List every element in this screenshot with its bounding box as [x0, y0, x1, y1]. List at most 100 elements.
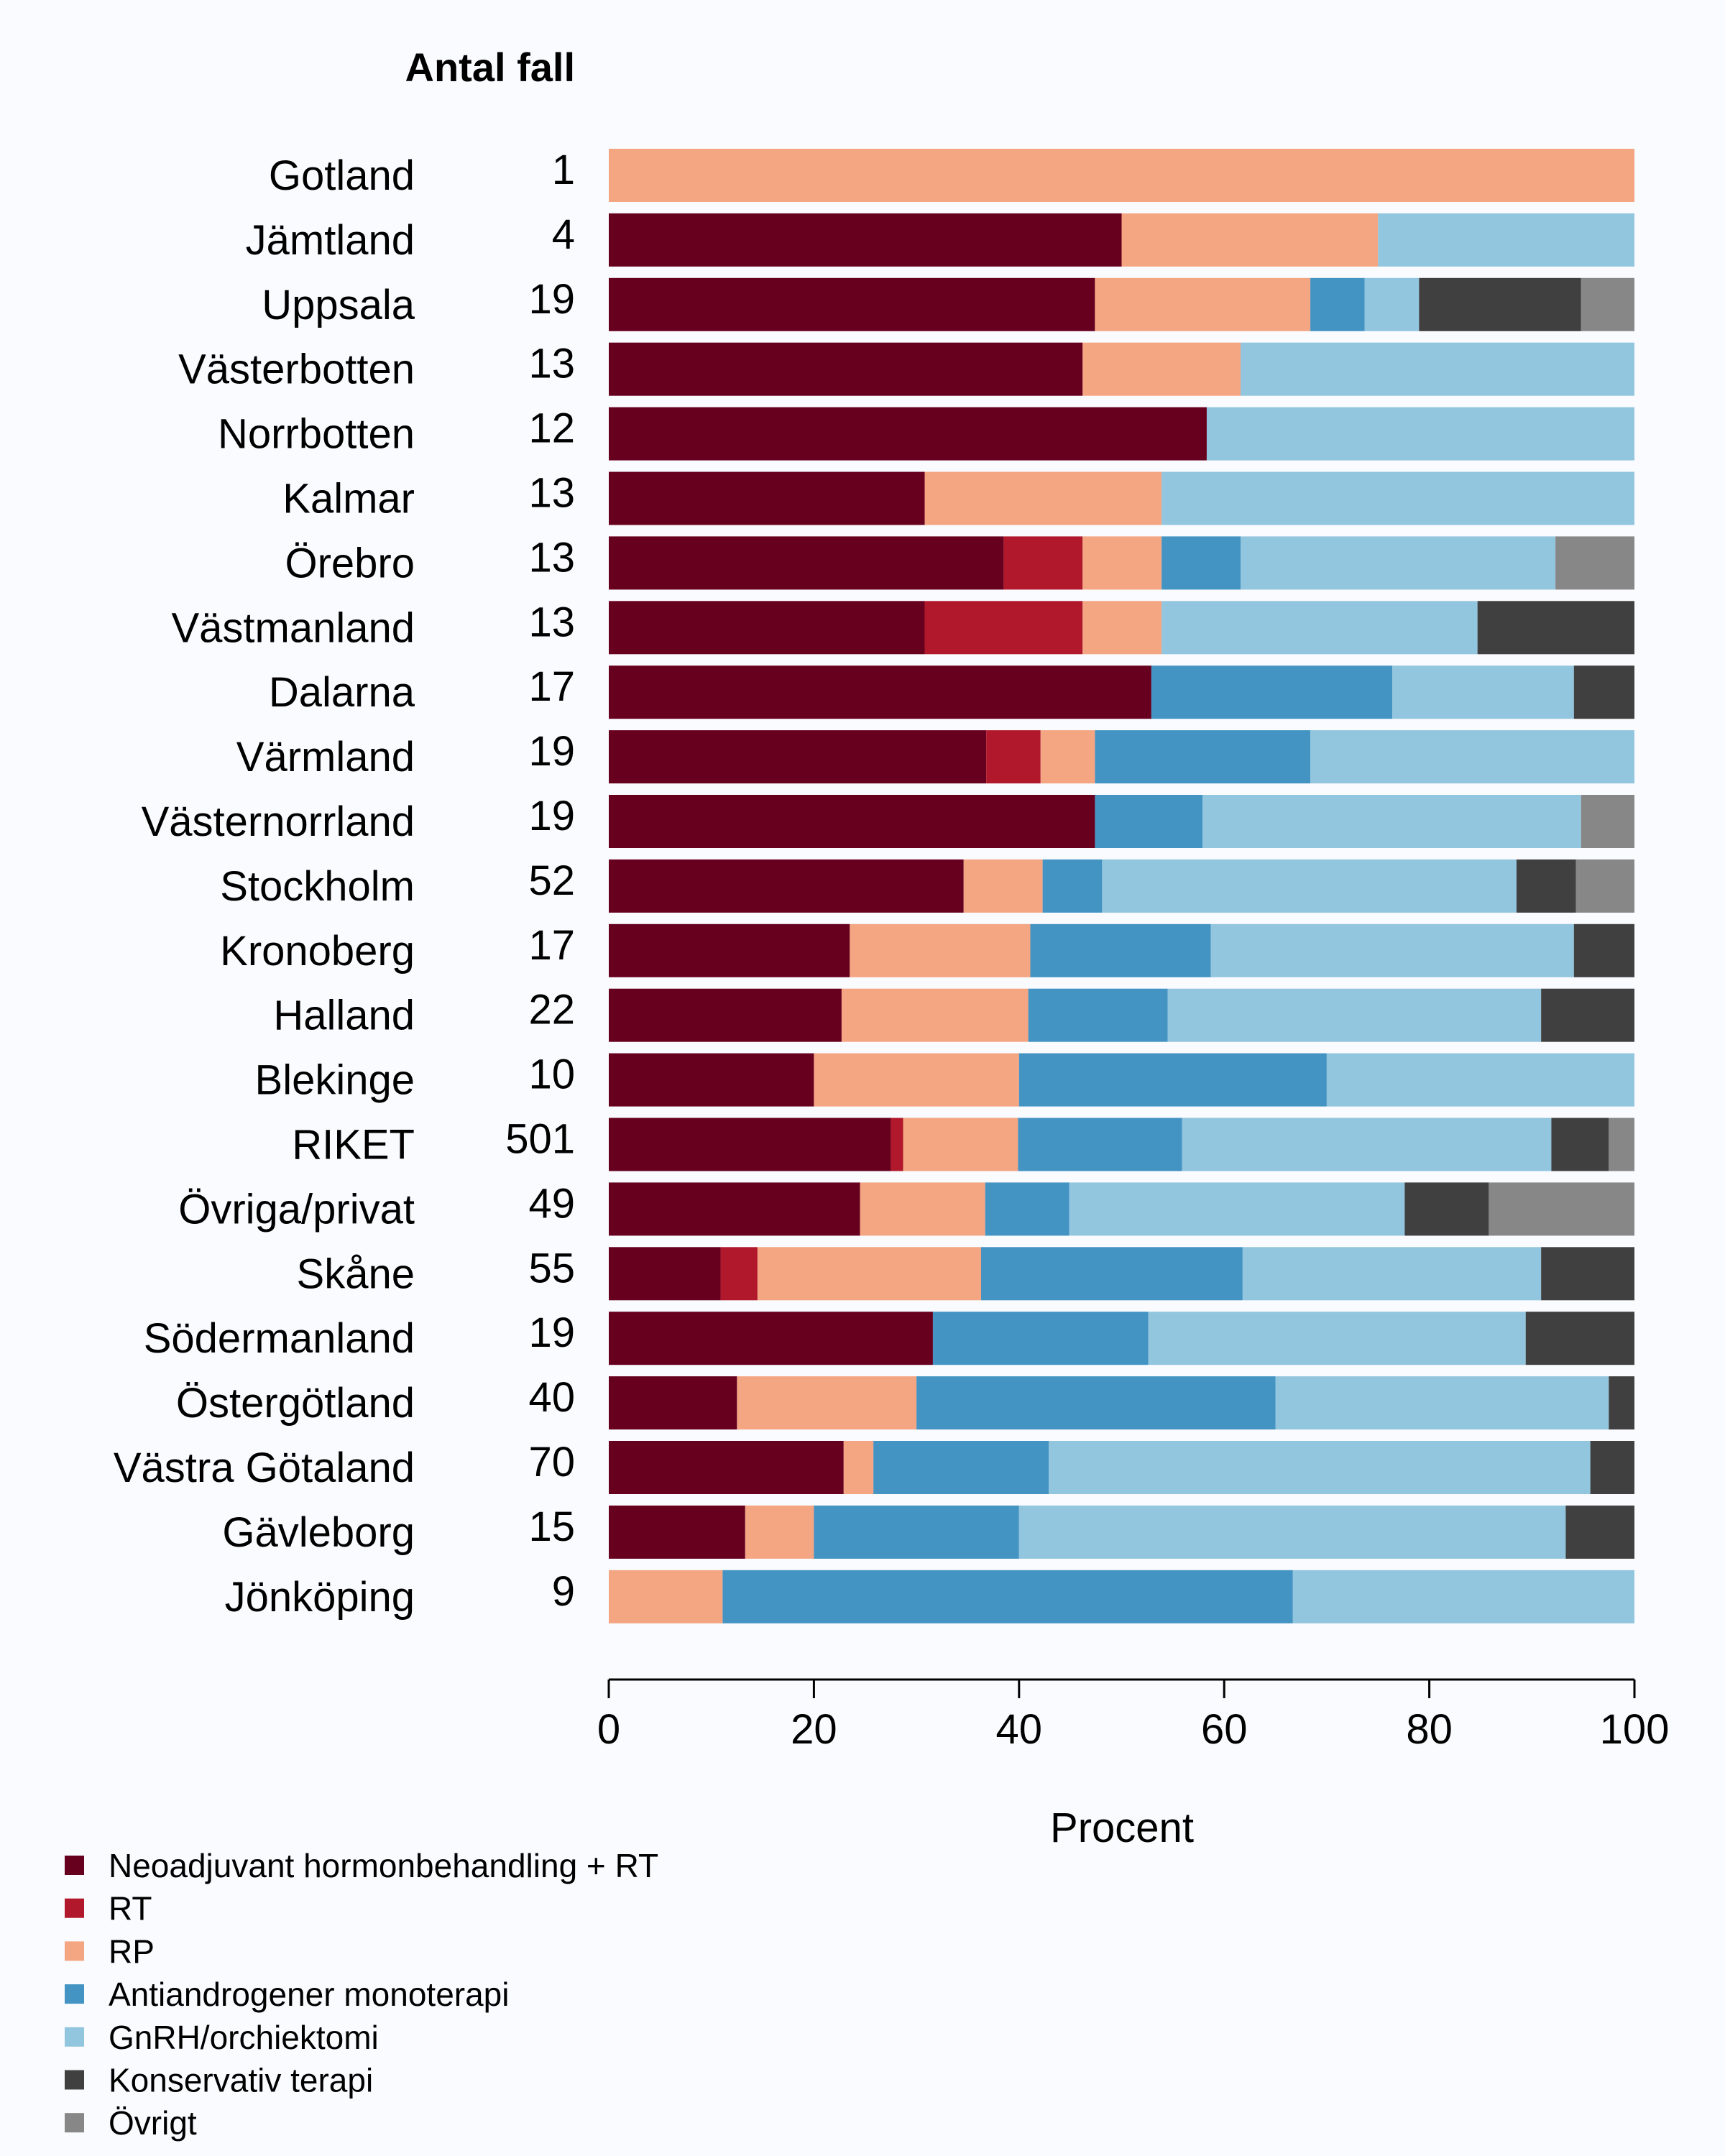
- legend-swatch: [65, 1984, 84, 2004]
- bar-segment: [1392, 665, 1574, 719]
- bar-segment: [720, 1247, 758, 1301]
- bar-segment: [1609, 1376, 1634, 1430]
- bar-row: Kalmar 13: [282, 470, 1634, 525]
- bar-segment: [1555, 536, 1634, 590]
- bar-row: Västerbotten 13: [178, 341, 1634, 396]
- row-label: Gävleborg: [222, 1509, 415, 1556]
- bar-segment: [1581, 795, 1634, 848]
- bar-segment: [1018, 1053, 1327, 1107]
- row-count: 19: [528, 276, 575, 323]
- bar-segment: [985, 1182, 1070, 1236]
- bar-segment: [609, 342, 1083, 396]
- legend-swatch: [65, 1856, 84, 1875]
- bar-segment: [609, 1376, 737, 1430]
- row-label: Blekinge: [255, 1057, 415, 1104]
- bar-segment: [609, 1505, 745, 1559]
- bar-segment: [1565, 1505, 1634, 1559]
- row-count: 10: [528, 1051, 575, 1098]
- bar-segment: [1378, 213, 1634, 267]
- row-label: Södermanland: [144, 1315, 415, 1362]
- bar-segment: [1404, 1182, 1489, 1236]
- bar-segment: [1551, 1118, 1609, 1171]
- bar-segment: [757, 1247, 982, 1301]
- bar-segment: [609, 213, 1122, 267]
- bar-segment: [1210, 923, 1574, 977]
- bar-row: Jönköping 9: [225, 1568, 1634, 1623]
- row-count: 9: [552, 1568, 575, 1615]
- legend-item: RP: [65, 1932, 155, 1970]
- legend-swatch: [65, 1941, 84, 1961]
- bar-row: Södermanland 19: [144, 1309, 1634, 1365]
- bar-row: RIKET 501: [292, 1116, 1634, 1171]
- bar-segment: [873, 1441, 1049, 1494]
- bar-row: Västmanland 13: [171, 599, 1634, 655]
- bar-segment: [1202, 795, 1581, 848]
- row-count: 40: [528, 1374, 575, 1421]
- bar-segment: [1242, 1247, 1542, 1301]
- legend-item: GnRH/orchiektomi: [65, 2019, 379, 2056]
- bar-segment: [1310, 277, 1365, 331]
- row-count: 4: [552, 211, 575, 258]
- bar-row: Gotland 1: [269, 147, 1634, 202]
- x-tick-label: 0: [597, 1706, 620, 1753]
- bar-segment: [609, 1182, 860, 1236]
- bar-segment: [609, 665, 1151, 719]
- row-label: Dalarna: [269, 669, 415, 716]
- bar-segment: [745, 1505, 814, 1559]
- row-count: 12: [528, 405, 575, 452]
- bar-segment: [924, 471, 1162, 525]
- bar-row: Stockholm 52: [220, 857, 1634, 913]
- bar-segment: [1590, 1441, 1634, 1494]
- row-label: Halland: [273, 992, 415, 1039]
- bar-segment: [1573, 923, 1634, 977]
- bar-segment: [981, 1247, 1243, 1301]
- row-label: Västmanland: [171, 604, 415, 651]
- row-label: Östergötland: [176, 1380, 415, 1427]
- legend-label: RT: [109, 1890, 152, 1927]
- legend-item: Neoadjuvant hormonbehandling + RT: [65, 1847, 658, 1884]
- bar-segment: [814, 1505, 1019, 1559]
- row-label: Jämtland: [246, 217, 415, 264]
- bar-row: Värmland 19: [236, 728, 1634, 784]
- row-label: Västerbotten: [178, 346, 415, 393]
- bar-segment: [609, 795, 1095, 848]
- bar-segment: [916, 1376, 1276, 1430]
- bar-segment: [1364, 277, 1420, 331]
- legend-swatch: [65, 2027, 84, 2047]
- row-count: 55: [528, 1245, 575, 1291]
- bar-segment: [986, 730, 1041, 784]
- bar-row: Västra Götaland 70: [114, 1439, 1634, 1494]
- legend: Neoadjuvant hormonbehandling + RT RT RP Ant…: [65, 1847, 658, 2142]
- bar-segment: [1489, 1182, 1634, 1236]
- row-label: Gotland: [269, 152, 415, 199]
- bar-segment: [814, 1053, 1019, 1107]
- bar-segment: [1082, 601, 1162, 655]
- bar-segment: [1162, 471, 1634, 525]
- bar-segment: [860, 1182, 985, 1236]
- bar-segment: [1241, 342, 1634, 396]
- row-count: 49: [528, 1180, 575, 1227]
- bar-segment: [1040, 730, 1095, 784]
- row-count: 13: [528, 470, 575, 517]
- bar-row: Östergötland 40: [176, 1374, 1634, 1430]
- row-count: 19: [528, 1309, 575, 1356]
- x-tick-label: 60: [1201, 1706, 1248, 1753]
- bar-segment: [903, 1118, 1018, 1171]
- bar-segment: [722, 1570, 1293, 1623]
- bar-segment: [841, 988, 1029, 1042]
- bar-segment: [1030, 923, 1211, 977]
- bar-segment: [609, 601, 925, 655]
- row-count: 22: [528, 987, 575, 1033]
- row-label: Värmland: [236, 734, 415, 780]
- row-count: 13: [528, 599, 575, 645]
- bar-row: Gävleborg 15: [222, 1503, 1634, 1559]
- bar-row: Uppsala 19: [262, 276, 1634, 331]
- row-count: 19: [528, 793, 575, 839]
- bar-segment: [1576, 859, 1634, 913]
- bar-segment: [609, 471, 925, 525]
- bar-segment: [1541, 1247, 1634, 1301]
- bar-segment: [1095, 277, 1311, 331]
- row-label: Kronoberg: [220, 928, 415, 975]
- bar-segment: [1069, 1182, 1405, 1236]
- legend-label: Antiandrogener monoterapi: [109, 1976, 509, 2013]
